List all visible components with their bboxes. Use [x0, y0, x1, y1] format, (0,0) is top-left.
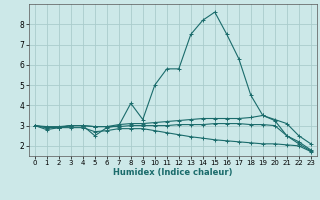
- X-axis label: Humidex (Indice chaleur): Humidex (Indice chaleur): [113, 168, 233, 177]
